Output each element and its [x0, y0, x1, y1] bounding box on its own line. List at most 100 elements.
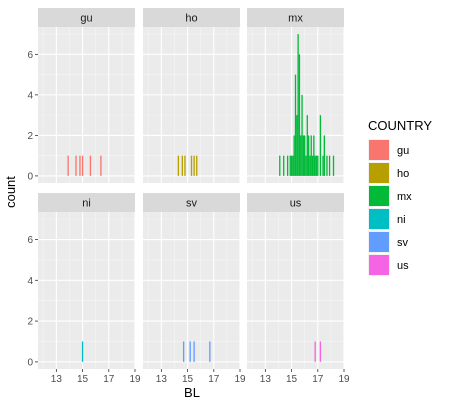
histogram-bar	[296, 115, 298, 176]
legend-item-us: us	[368, 254, 409, 276]
y-tick-label: 4	[27, 276, 33, 287]
facet-strip-label: us	[290, 198, 302, 210]
legend-title: COUNTRY	[368, 118, 432, 133]
histogram-bar	[292, 155, 294, 176]
histogram-bar	[304, 135, 306, 176]
y-tick-label: 6	[27, 50, 33, 61]
histogram-bar	[81, 341, 84, 362]
histogram-bar	[317, 155, 319, 176]
legend-swatch	[369, 163, 389, 183]
legend-swatch	[369, 140, 389, 160]
x-tick-label: 13	[51, 374, 63, 385]
histogram-bar	[293, 135, 295, 176]
legend-item-ho: ho	[368, 162, 409, 184]
histogram-bar	[314, 341, 316, 362]
facet-strip-label: mx	[288, 13, 303, 25]
x-tick-label: 13	[156, 374, 168, 385]
histogram-bar	[301, 94, 303, 176]
facet-strip	[247, 193, 344, 212]
legend-swatch	[369, 209, 389, 229]
x-tick-label: 13	[260, 374, 272, 385]
facet-strip-label: ho	[185, 13, 197, 25]
facet-strip-label: ni	[82, 198, 91, 210]
histogram-bar	[298, 54, 301, 176]
histogram-bar	[322, 155, 324, 176]
legend-item-ni: ni	[368, 208, 406, 230]
facet-panel-gu: gu	[38, 8, 136, 183]
histogram-bar	[81, 155, 84, 176]
histogram-bar	[75, 155, 77, 176]
histogram-bar	[302, 135, 305, 176]
x-tick-label: 17	[312, 374, 324, 385]
facet-panel-us: us	[247, 193, 345, 369]
histogram-bar	[100, 155, 102, 176]
histogram-bar	[182, 341, 185, 362]
legend-label: sv	[397, 237, 409, 249]
y-tick-label: 0	[27, 171, 33, 182]
histogram-bar	[294, 74, 297, 176]
x-tick-label: 15	[286, 374, 298, 385]
y-tick-label: 6	[27, 235, 33, 246]
histogram-bar	[300, 135, 302, 176]
legend-label: ho	[397, 168, 409, 180]
axes: 0 2 4 6 0 2 4 6 13 15 17 19 13 15 17 19 13 15 17 19	[27, 50, 350, 385]
x-tick-label: 19	[129, 374, 141, 385]
x-tick-label: 17	[103, 374, 115, 385]
legend-label: mx	[397, 191, 412, 203]
histogram-bar	[306, 115, 308, 176]
histogram-bar	[305, 155, 307, 176]
y-tick-label: 4	[27, 90, 33, 101]
facet-strip-label: sv	[186, 198, 198, 210]
facet-panel-ni: ni	[38, 193, 136, 369]
legend-item-gu: gu	[368, 139, 409, 161]
histogram-bar	[311, 155, 314, 176]
facet-strip	[38, 193, 135, 212]
histogram-bar	[315, 155, 318, 176]
histogram-bar	[177, 155, 180, 176]
histogram-bar	[196, 155, 198, 176]
histogram-bar	[209, 341, 211, 362]
x-tick-label: 19	[338, 374, 350, 385]
x-tick-label: 15	[182, 374, 194, 385]
legend-swatch	[369, 232, 389, 252]
legend-item-mx: mx	[368, 185, 412, 207]
facet-panel-sv: sv	[143, 193, 241, 369]
facet-strip	[247, 8, 344, 27]
histogram-bar	[307, 135, 310, 176]
legend-label: us	[397, 260, 409, 272]
histogram-bar	[332, 155, 335, 176]
histogram-bar	[67, 155, 69, 176]
histogram-bar	[181, 155, 183, 176]
legend-label: ni	[397, 214, 406, 226]
panel-background	[247, 212, 344, 369]
histogram-bar	[283, 155, 285, 176]
y-tick-label: 2	[27, 317, 33, 328]
legend-label: gu	[397, 145, 409, 157]
x-tick-label: 15	[77, 374, 89, 385]
histogram-bar	[189, 341, 191, 362]
histogram-bar	[319, 115, 322, 176]
histogram-bar	[313, 135, 315, 176]
histogram-bar	[279, 155, 281, 176]
x-tick-label: 17	[208, 374, 220, 385]
legend-swatch	[369, 255, 389, 275]
histogram-bar	[190, 155, 193, 176]
histogram-bar	[289, 155, 291, 176]
x-tick-label: 19	[234, 374, 246, 385]
facet-panel-mx: mx	[247, 8, 345, 183]
histogram-bar	[297, 34, 299, 176]
histogram-bar	[184, 155, 186, 176]
histogram-bar	[323, 135, 325, 176]
facet-strip	[38, 8, 135, 27]
histogram-bar	[290, 155, 293, 176]
facet-panels: gu ho mx ni sv us	[38, 8, 345, 369]
facet-strip	[143, 8, 240, 27]
y-axis-title: count	[3, 176, 18, 208]
histogram-bar	[89, 155, 92, 176]
histogram-bar	[319, 341, 322, 362]
panel-background	[143, 212, 240, 369]
y-tick-label: 2	[27, 131, 33, 142]
histogram-bar	[79, 155, 81, 176]
histogram-bar	[193, 341, 195, 362]
